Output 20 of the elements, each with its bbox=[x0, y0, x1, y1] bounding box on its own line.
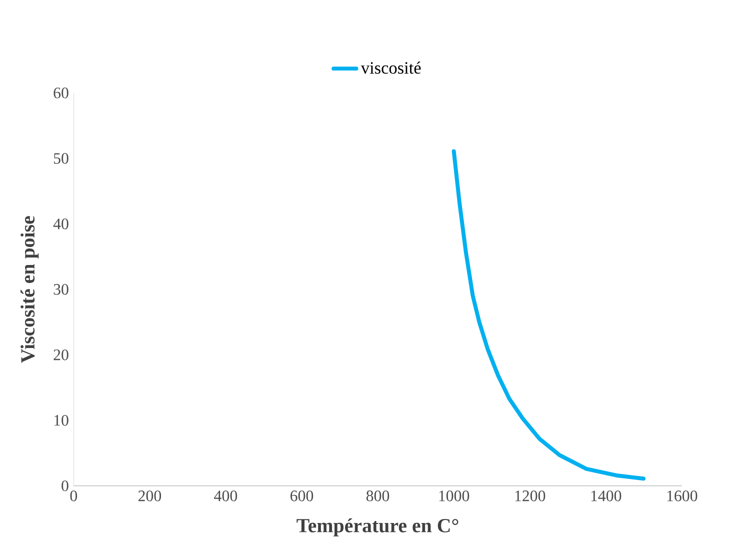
x-tick-label: 800 bbox=[366, 490, 390, 502]
y-axis-title: Viscosité en poise bbox=[20, 216, 39, 364]
x-tick-label: 600 bbox=[290, 490, 314, 502]
y-tick-label: 50 bbox=[54, 153, 68, 164]
x-tick-label: 200 bbox=[138, 490, 162, 502]
legend-label: viscosité bbox=[360, 62, 421, 74]
x-tick-label: 1200 bbox=[515, 490, 546, 502]
x-tick-label: 1600 bbox=[667, 490, 698, 502]
y-tick-label: 0 bbox=[62, 480, 68, 492]
y-tick-label: 40 bbox=[53, 218, 68, 230]
y-tick-label: 60 bbox=[54, 88, 68, 98]
y-tick-label: 20 bbox=[54, 350, 68, 360]
y-tick-label: 10 bbox=[54, 415, 68, 426]
x-tick-label: 1400 bbox=[591, 490, 622, 502]
x-axis-title: Température en C° bbox=[296, 518, 458, 537]
x-tick-label: 400 bbox=[214, 490, 238, 502]
line-series bbox=[452, 149, 646, 481]
y-tick-label: 30 bbox=[54, 284, 68, 295]
x-tick-label: 1000 bbox=[439, 490, 470, 502]
x-tick-label: 0 bbox=[70, 490, 78, 502]
